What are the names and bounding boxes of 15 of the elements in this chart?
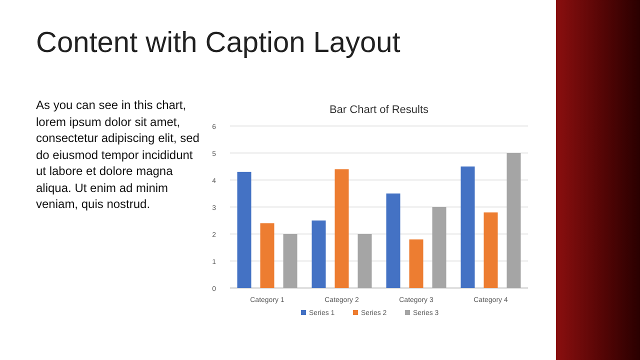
text: Content with Caption Layout	[36, 27, 400, 59]
bar	[506, 153, 521, 288]
bar	[358, 234, 372, 288]
bar	[460, 166, 475, 288]
bar	[432, 207, 446, 288]
text: As you can see in this chart, lorem ipsum dolor sit amet, consectetur adipiscing elit, sed do eiusmod tempor incididunt ut labore et dolore magna aliqua. Ut enim ad minim veniam, quis nostrud.	[36, 97, 200, 212]
chart-title: Bar Chart of Results	[329, 104, 430, 116]
bar	[386, 194, 400, 288]
bar	[334, 169, 349, 288]
bar	[237, 172, 252, 288]
bar	[484, 212, 498, 288]
bar	[260, 223, 274, 288]
bar	[312, 220, 326, 288]
bar	[283, 234, 298, 288]
bar	[409, 239, 424, 288]
